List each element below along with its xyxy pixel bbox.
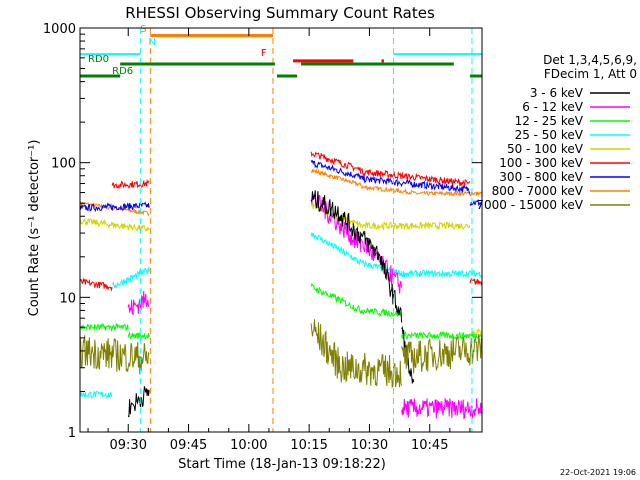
series-50-100kev-segment-2 [360,220,471,231]
legend-label: 6 - 12 keV [522,100,584,114]
x-tick-label: 09:30 [110,438,147,453]
series-12-25kev-segment-1 [127,330,150,341]
x-tick-label: 10:30 [351,438,388,453]
legend-label: 300 - 800 keV [499,170,583,184]
series-100-300kev-segment-3 [360,168,471,187]
legend-label: 50 - 100 keV [507,142,584,156]
legend-label: 25 - 50 keV [515,128,584,142]
series-25-50kev-segment-0 [79,390,113,399]
legend-label: 100 - 300 keV [499,156,583,170]
series-100-300kev-segment-0 [79,277,113,292]
y-tick-label: 1000 [43,22,76,37]
axes: 09:30 09:45 10:00 10:15 10:30 10:45 1 10 100 1000 [43,22,483,453]
legend-label: 3 - 6 keV [530,86,584,100]
series-3-6kev-segment-0 [127,386,150,418]
flag-label-f: F [261,48,267,59]
y-tick-label: 100 [51,157,76,172]
series-300-800kev-segment-2 [360,175,471,195]
flag-label-s: S [140,24,146,35]
series-50-100kev-segment-1 [310,202,362,228]
y-tick-label: 10 [59,291,76,306]
legend-label: 800 - 7000 keV [492,184,584,198]
series-12-25kev-segment-3 [360,307,402,318]
x-axis-label: Start Time (18-Jan-13 09:18:22) [178,457,386,472]
series-25-50kev-segment-2 [310,231,362,266]
legend-label: 12 - 25 keV [515,114,584,128]
y-axis-label: Count Rate (s⁻¹ detector⁻¹) [27,140,42,317]
series-100-300kev-segment-1 [111,178,150,190]
legend-header-line-1: Det 1,3,4,5,6,9, [543,53,637,67]
y-tick-label: 1 [68,426,76,441]
series-800-7000kev-segment-3 [413,190,483,198]
flag-label-rd6: RD6 [112,66,133,77]
series-50-100kev-segment-0 [79,217,150,232]
series-25-50kev-segment-3 [361,259,403,277]
series-7000-15000kev-segment-0 [79,334,150,375]
series-7000-15000kev-segment-3 [401,333,483,374]
series-12-25kev-segment-4 [401,330,483,341]
series-800-7000kev-segment-1 [310,168,362,187]
legend-header: Det 1,3,4,5,6,9, FDecim 1, Att 0 [543,53,637,81]
series-25-50kev-segment-4 [401,269,483,279]
series-300-800kev-segment-3 [469,199,483,207]
series-3-6kev-segment-1 [310,190,342,222]
series-7000-15000kev-segment-1 [310,319,342,383]
series-6-12kev-segment-1 [310,194,362,253]
plot-frame [79,27,483,433]
series-25-50kev-segment-1 [112,267,150,289]
series-6-12kev-segment-0 [127,291,150,316]
timestamp: 22-Oct-2021 19:06 [560,468,636,477]
x-tick-label: 10:45 [411,438,448,453]
series-3-6kev-segment-3 [381,257,403,323]
series-100-300kev-segment-2 [310,151,362,174]
series-3-6kev-segment-2 [340,211,382,266]
series-12-25kev-segment-0 [79,322,129,333]
series-300-800kev-segment-1 [310,159,362,180]
x-tick-label: 10:15 [290,438,327,453]
series-6-12kev-segment-3 [401,397,483,420]
chart-title: RHESSI Observing Summary Count Rates [125,4,435,22]
series-7000-15000kev-segment-2 [340,351,403,389]
flag-label-rd0: RD0 [88,54,109,65]
flag-label-n: N [148,37,155,48]
x-tick-label: 10:00 [230,438,267,453]
legend-header-line-2: FDecim 1, Att 0 [544,67,637,81]
legend-label: 7000 - 15000 keV [476,198,583,212]
series-12-25kev-segment-2 [310,283,362,315]
x-tick-label: 09:45 [170,438,207,453]
series-800-7000kev-segment-2 [360,184,415,195]
series-300-800kev-segment-0 [79,201,150,213]
